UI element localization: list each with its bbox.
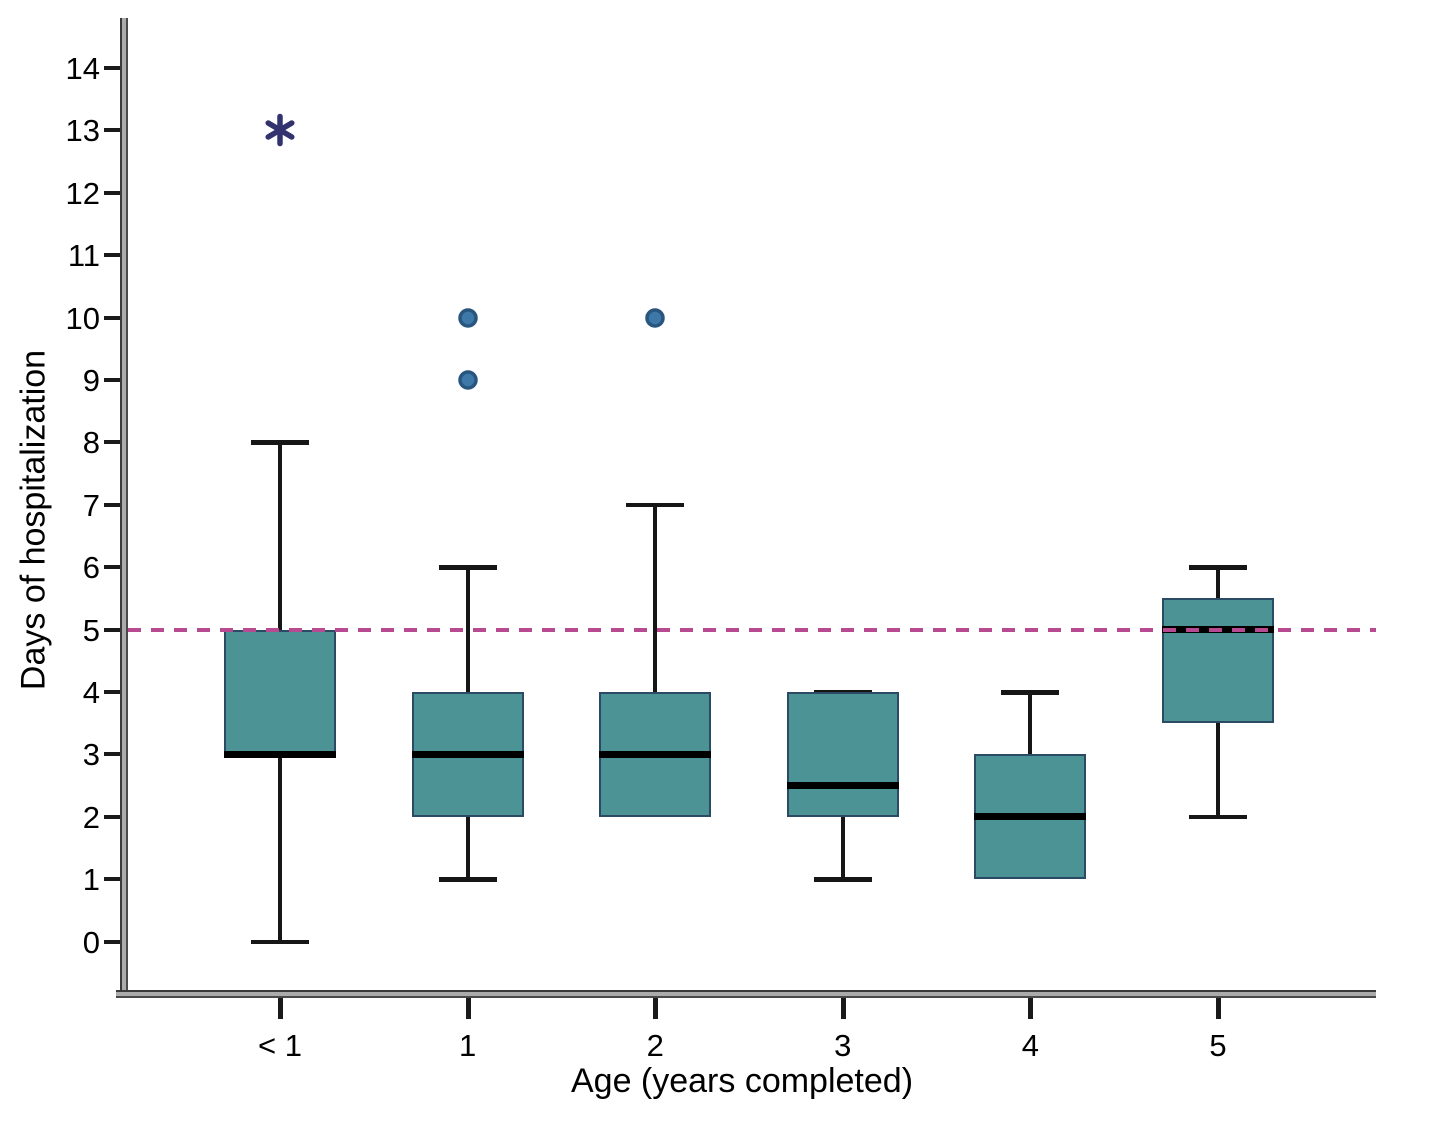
x-axis-spine [116, 990, 1376, 998]
y-axis-tick [104, 190, 120, 195]
y-axis-tick [104, 627, 120, 632]
y-tick-label: 8 [82, 425, 100, 461]
upper-whisker-line [278, 442, 282, 630]
x-axis-tick [278, 998, 283, 1019]
x-tick-label: 3 [834, 1028, 852, 1063]
upper-whisker-line [653, 504, 658, 692]
y-axis-tick [104, 128, 120, 133]
outlier-circle-marker [457, 369, 479, 396]
y-axis-tick [104, 378, 120, 382]
upper-whisker-line [1028, 692, 1033, 755]
lower-whisker-cap [438, 877, 497, 882]
box-iqr [224, 629, 336, 755]
median-line [599, 750, 712, 758]
upper-whisker-cap [1001, 690, 1060, 695]
y-axis-tick [104, 440, 120, 445]
median-line [786, 782, 899, 790]
outlier-asterisk-marker [262, 112, 298, 153]
y-tick-label: 1 [82, 862, 100, 898]
y-tick-label: 9 [82, 363, 100, 398]
y-tick-label: 5 [82, 612, 100, 648]
outlier-circle-marker [644, 307, 666, 334]
upper-whisker-cap [438, 565, 497, 570]
upper-whisker-line [1216, 567, 1220, 599]
y-tick-label: 6 [82, 550, 100, 586]
y-tick-label: 10 [65, 300, 100, 336]
box-iqr [1162, 598, 1274, 724]
lower-whisker-line [1216, 723, 1220, 817]
y-tick-label: 13 [65, 113, 100, 149]
y-axis-tick [104, 502, 120, 507]
upper-whisker-cap [1189, 565, 1247, 570]
x-axis-tick [840, 998, 846, 1019]
y-tick-label: 14 [65, 51, 100, 86]
y-tick-label: 11 [67, 238, 100, 274]
x-axis-title: Age (years completed) [570, 1062, 914, 1100]
lower-whisker-cap [1189, 814, 1247, 820]
y-axis-spine [120, 18, 128, 998]
y-tick-label: 0 [82, 924, 100, 960]
lower-whisker-line [465, 816, 470, 880]
x-tick-label: < 1 [258, 1028, 302, 1063]
y-axis-tick [104, 66, 120, 70]
y-axis-tick [104, 253, 120, 258]
y-axis-tick [104, 315, 120, 320]
x-tick-label: 5 [1209, 1028, 1227, 1063]
x-axis-tick [653, 998, 659, 1019]
median-line [411, 750, 524, 758]
y-axis-title: Days of hospitalization [14, 349, 53, 691]
median-line [224, 750, 336, 758]
x-axis-tick [465, 998, 471, 1019]
y-tick-label: 2 [82, 799, 100, 835]
x-tick-label: 4 [1021, 1028, 1040, 1063]
y-axis-tick [104, 814, 120, 819]
y-tick-label: 4 [82, 675, 100, 710]
y-axis-tick [104, 690, 120, 694]
y-axis-tick [104, 877, 120, 882]
lower-whisker-line [840, 816, 845, 880]
y-tick-label: 12 [65, 175, 100, 211]
box-iqr [786, 692, 899, 817]
x-tick-label: 1 [458, 1028, 477, 1063]
lower-whisker-cap [251, 939, 309, 945]
x-tick-label: 2 [646, 1028, 664, 1063]
lower-whisker-cap [813, 877, 872, 882]
y-axis-tick [104, 752, 120, 757]
outlier-circle-marker [457, 307, 479, 334]
median-line [974, 813, 1087, 821]
upper-whisker-cap [251, 440, 309, 445]
y-tick-label: 7 [82, 487, 100, 523]
y-axis-tick [104, 939, 120, 944]
lower-whisker-line [278, 754, 282, 942]
upper-whisker-cap [626, 502, 685, 508]
x-axis-tick [1216, 998, 1221, 1019]
y-tick-label: 3 [82, 737, 100, 773]
y-axis-tick [104, 565, 120, 570]
x-axis-tick [1028, 998, 1034, 1019]
reference-dashed-line [128, 627, 1376, 632]
